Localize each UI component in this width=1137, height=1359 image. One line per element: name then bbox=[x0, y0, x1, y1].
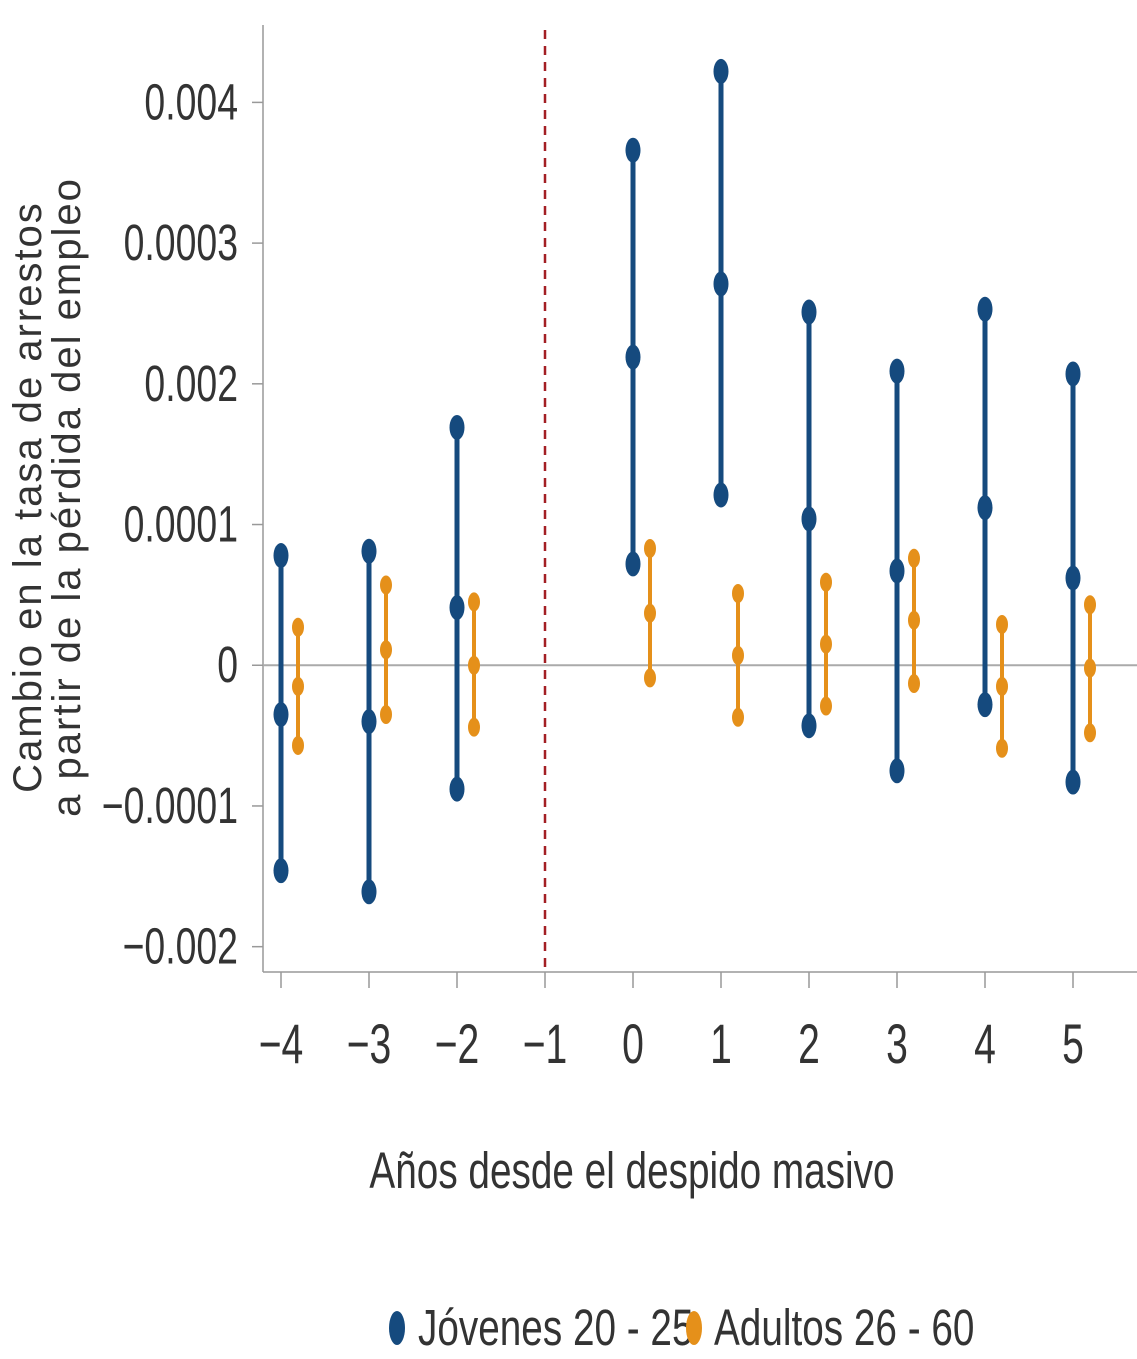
ci-lower-point bbox=[1084, 723, 1096, 743]
estimate-point bbox=[644, 603, 656, 623]
series-group bbox=[273, 58, 1096, 905]
x-axis-title: Años desde el despido masivo bbox=[369, 1142, 894, 1199]
ci-upper-point bbox=[292, 617, 304, 637]
x-tick-label: −3 bbox=[347, 1015, 392, 1076]
y-axis-title-line2: a partir de la pérdida del empleo bbox=[45, 177, 89, 817]
x-tick-label: 4 bbox=[974, 1015, 996, 1076]
estimate-point bbox=[732, 645, 744, 665]
y-tick-label: 0 bbox=[217, 638, 238, 694]
ci-lower-point bbox=[625, 551, 641, 577]
legend-item-jovenes: Jóvenes 20 - 25 bbox=[389, 1299, 693, 1356]
ci-lower-point bbox=[380, 704, 392, 724]
ci-upper-point bbox=[1065, 361, 1081, 387]
ci-lower-point bbox=[273, 858, 289, 884]
x-tick-label: 0 bbox=[622, 1015, 644, 1076]
ci-lower-point bbox=[908, 674, 920, 694]
ci-lower-point bbox=[801, 713, 817, 739]
x-tick-label: 5 bbox=[1062, 1015, 1084, 1076]
series-jovenes bbox=[273, 58, 1081, 905]
y-axis-ticks: 0.004 0.0003 0.002 0.0001 0 −0.0001 −0.002 bbox=[102, 75, 263, 975]
ci-upper-point bbox=[361, 538, 377, 564]
y-tick-label: 0.004 bbox=[144, 75, 238, 131]
legend: Jóvenes 20 - 25 Adultos 26 - 60 bbox=[389, 1299, 974, 1356]
y-tick-label: −0.002 bbox=[123, 919, 238, 975]
ci-upper-point bbox=[1084, 595, 1096, 615]
x-tick-label: 1 bbox=[710, 1015, 732, 1076]
ci-upper-point bbox=[801, 299, 817, 325]
ci-upper-point bbox=[380, 575, 392, 595]
ci-upper-point bbox=[468, 592, 480, 612]
estimate-point bbox=[292, 676, 304, 696]
estimate-point bbox=[449, 595, 465, 621]
legend-item-adultos: Adultos 26 - 60 bbox=[686, 1299, 974, 1356]
ci-upper-point bbox=[713, 58, 729, 84]
estimate-point bbox=[625, 344, 641, 370]
estimate-point bbox=[996, 676, 1008, 696]
y-tick-label: 0.0001 bbox=[124, 497, 238, 553]
ci-lower-point bbox=[977, 692, 993, 718]
estimate-point bbox=[1084, 658, 1096, 678]
legend-label-adultos: Adultos 26 - 60 bbox=[714, 1299, 974, 1356]
ci-upper-point bbox=[977, 296, 993, 322]
x-tick-label: −2 bbox=[435, 1015, 480, 1076]
legend-marker-adultos bbox=[686, 1311, 702, 1345]
series-adultos bbox=[292, 538, 1096, 758]
y-tick-label: 0.002 bbox=[144, 356, 238, 412]
ci-lower-point bbox=[468, 717, 480, 737]
estimate-point bbox=[273, 701, 289, 727]
legend-label-jovenes: Jóvenes 20 - 25 bbox=[418, 1299, 693, 1356]
ci-upper-point bbox=[889, 358, 905, 384]
estimate-point bbox=[977, 495, 993, 521]
estimate-point bbox=[801, 506, 817, 532]
x-tick-label: −4 bbox=[259, 1015, 304, 1076]
ci-lower-point bbox=[820, 696, 832, 716]
ci-upper-point bbox=[908, 548, 920, 568]
ci-upper-point bbox=[273, 542, 289, 568]
estimate-point bbox=[713, 271, 729, 297]
y-axis-title: Cambio en la tasa de arrestos bbox=[6, 201, 50, 793]
ci-upper-point bbox=[644, 538, 656, 558]
ci-upper-point bbox=[732, 583, 744, 603]
ci-upper-point bbox=[625, 137, 641, 163]
ci-lower-point bbox=[361, 879, 377, 905]
ci-lower-point bbox=[644, 668, 656, 688]
estimate-point bbox=[468, 655, 480, 675]
ci-upper-point bbox=[996, 614, 1008, 634]
x-tick-label: 2 bbox=[798, 1015, 820, 1076]
ci-lower-point bbox=[713, 482, 729, 508]
y-tick-label: 0.0003 bbox=[124, 216, 238, 272]
estimate-point bbox=[820, 634, 832, 654]
ci-lower-point bbox=[732, 707, 744, 727]
ci-lower-point bbox=[292, 735, 304, 755]
ci-lower-point bbox=[889, 758, 905, 784]
estimate-point bbox=[1065, 565, 1081, 591]
ci-upper-point bbox=[449, 414, 465, 440]
y-tick-label: −0.0001 bbox=[102, 779, 238, 835]
estimate-point bbox=[380, 640, 392, 660]
ci-lower-point bbox=[449, 776, 465, 802]
legend-marker-jovenes bbox=[389, 1311, 405, 1345]
x-tick-label: −1 bbox=[523, 1015, 568, 1076]
estimate-point bbox=[889, 558, 905, 584]
x-axis-ticks: −4 −3 −2 −1 0 1 2 3 4 5 bbox=[259, 972, 1084, 1076]
x-tick-label: 3 bbox=[886, 1015, 908, 1076]
estimate-point bbox=[908, 610, 920, 630]
ci-upper-point bbox=[820, 572, 832, 592]
ci-lower-point bbox=[1065, 769, 1081, 795]
ci-lower-point bbox=[996, 738, 1008, 758]
estimate-point bbox=[361, 709, 377, 735]
